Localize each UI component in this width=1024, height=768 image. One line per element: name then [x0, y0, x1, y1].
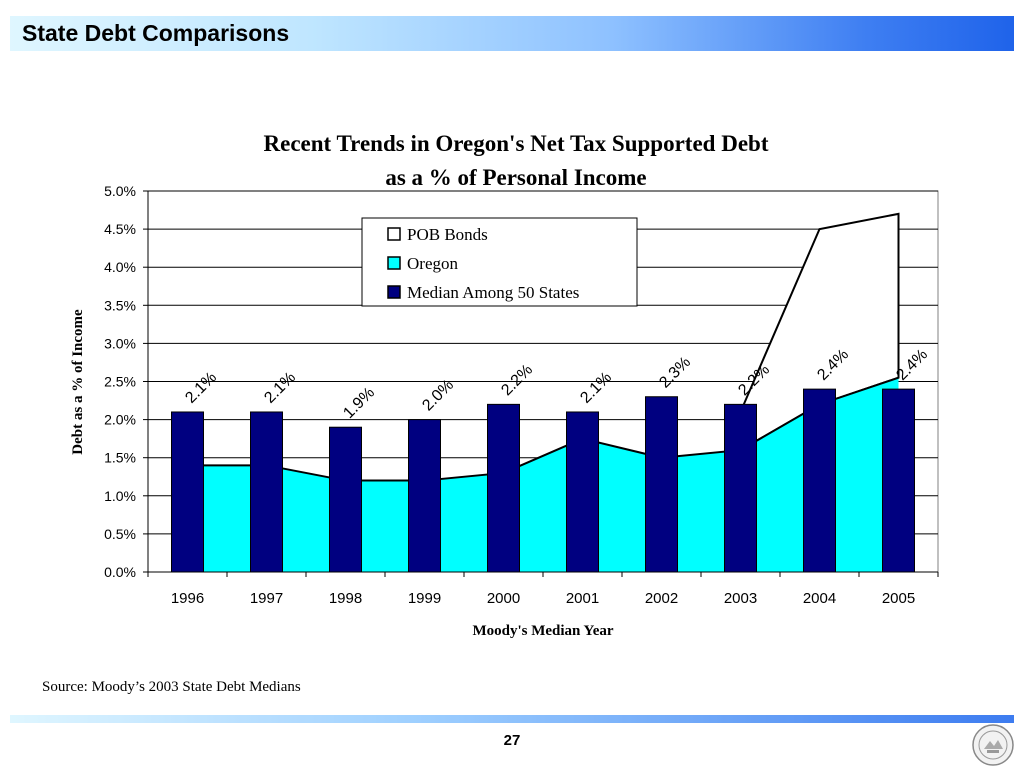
median-bar [803, 388, 836, 573]
x-tick-label: 2005 [882, 590, 915, 607]
median-bar [171, 411, 204, 573]
median-bar [408, 419, 441, 573]
x-tick-label: 2004 [803, 590, 836, 607]
chart-subtitle: as a % of Personal Income [385, 165, 646, 190]
median-bar [882, 388, 915, 573]
legend-swatch [387, 227, 401, 241]
title-banner: State Debt Comparisons [10, 16, 1014, 51]
y-tick-label: 3.0% [104, 335, 136, 351]
slide-title: State Debt Comparisons [22, 20, 290, 46]
median-bar [724, 403, 757, 573]
legend-swatch [387, 285, 401, 299]
median-bar [645, 396, 678, 573]
median-bar [487, 403, 520, 573]
y-tick-label: 3.5% [104, 297, 136, 313]
y-tick-label: 4.0% [104, 259, 136, 275]
median-bar [250, 411, 283, 573]
legend-entry: Oregon [407, 254, 458, 273]
x-tick-label: 2002 [645, 590, 678, 607]
source-note: Source: Moody’s 2003 State Debt Medians [42, 679, 301, 695]
legend-entry: Median Among 50 States [407, 283, 579, 302]
x-tick-label: 2001 [566, 590, 599, 607]
state-seal-icon [972, 724, 1014, 766]
y-tick-label: 1.5% [104, 450, 136, 466]
x-tick-label: 1999 [408, 590, 441, 607]
y-tick-label: 4.5% [104, 221, 136, 237]
y-tick-label: 5.0% [104, 183, 136, 199]
x-axis-label: Moody's Median Year [472, 623, 613, 639]
chart-title: Recent Trends in Oregon's Net Tax Suppor… [264, 131, 769, 156]
y-tick-label: 2.5% [104, 374, 136, 390]
oregon-area [187, 377, 899, 572]
x-tick-label: 1997 [250, 590, 283, 607]
y-tick-label: 0.0% [104, 564, 136, 580]
x-tick-label: 2003 [724, 590, 757, 607]
median-bar [566, 411, 599, 573]
y-tick-label: 1.0% [104, 488, 136, 504]
debt-chart: Recent Trends in Oregon's Net Tax Suppor… [70, 131, 939, 639]
y-tick-label: 0.5% [104, 526, 136, 542]
y-axis-label: Debt as a % of Income [70, 309, 86, 455]
legend-swatch [387, 256, 401, 270]
legend-box [361, 217, 638, 307]
y-tick-label: 2.0% [104, 412, 136, 428]
footer-banner [10, 715, 1014, 723]
x-tick-label: 1998 [329, 590, 362, 607]
chart-legend: POB Bonds Oregon Median Among 50 States [361, 217, 638, 307]
median-bar [329, 426, 362, 573]
x-tick-label: 2000 [487, 590, 520, 607]
page-number: 27 [503, 732, 521, 749]
x-tick-label: 1996 [171, 590, 204, 607]
legend-entry: POB Bonds [407, 225, 488, 244]
oregon-line [187, 376, 899, 482]
